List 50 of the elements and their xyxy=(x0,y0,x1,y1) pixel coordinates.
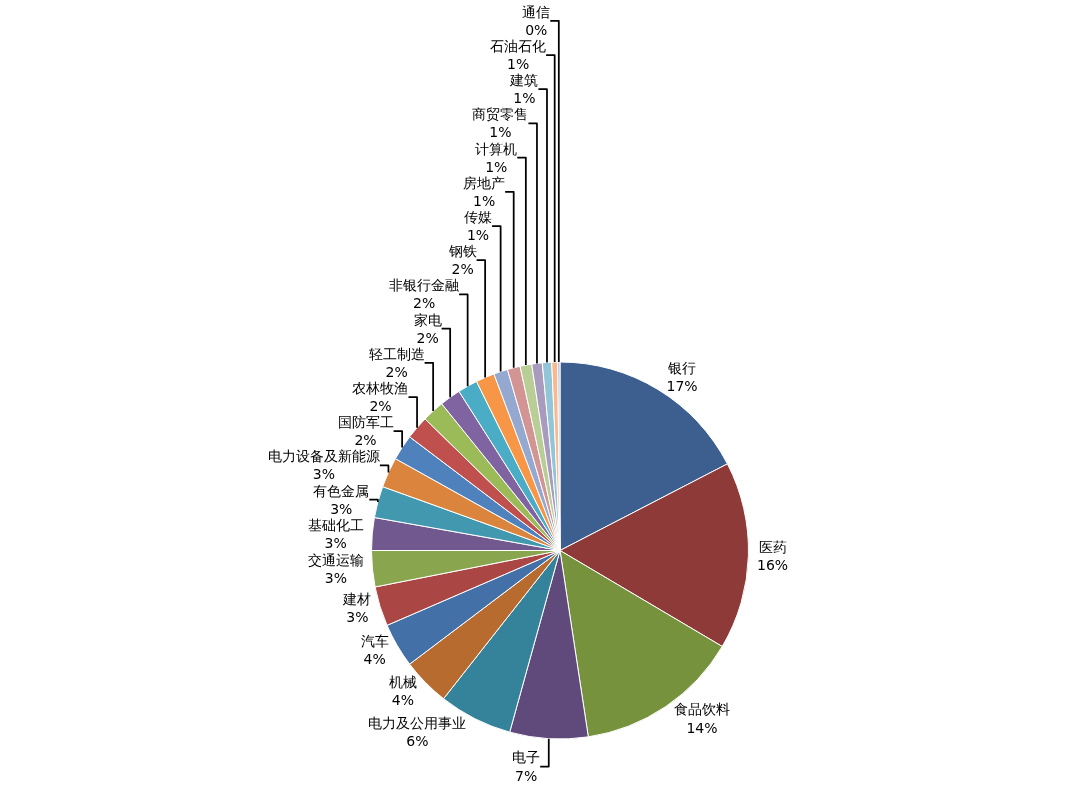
data-label: 17% xyxy=(666,378,698,395)
slice-label: 家电 xyxy=(413,311,442,328)
slice-label: 商贸零售 xyxy=(472,106,529,123)
data-label: 1% xyxy=(473,192,496,209)
data-label: 1% xyxy=(507,56,530,73)
slice-label: 通信 xyxy=(522,3,551,20)
data-label: 0% xyxy=(525,21,548,38)
slice-label: 食品饮料 xyxy=(674,701,731,718)
slice-label: 房地产 xyxy=(463,174,506,191)
slice-label: 电力设备及新能源 xyxy=(267,448,380,465)
data-label: 2% xyxy=(451,261,474,278)
data-label: 2% xyxy=(412,295,436,312)
slice-label: 建筑 xyxy=(509,72,539,89)
data-label: 3% xyxy=(346,609,369,626)
data-label: 7% xyxy=(515,767,538,784)
slice-label: 交通运输 xyxy=(307,551,364,568)
slice-label: 机械 xyxy=(388,673,417,690)
data-label: 1% xyxy=(489,124,512,141)
slice-label: 电子 xyxy=(512,749,541,766)
slice-label: 非银行金融 xyxy=(389,277,460,294)
slice-label: 电力及公用事业 xyxy=(368,715,467,732)
data-label: 1% xyxy=(513,90,536,107)
data-label: 4% xyxy=(363,650,386,667)
data-label: 1% xyxy=(485,158,508,175)
slice-label: 银行 xyxy=(667,359,697,376)
slice-label: 农林牧渔 xyxy=(352,379,409,396)
slice-label: 汽车 xyxy=(360,632,389,649)
data-label: 3% xyxy=(312,466,335,483)
slice-label: 石油石化 xyxy=(490,37,547,54)
slice-label: 钢铁 xyxy=(447,243,477,260)
data-label: 14% xyxy=(686,719,718,736)
data-label: 2% xyxy=(354,432,377,449)
slice-label: 医药 xyxy=(758,538,787,555)
slice-label: 国防军工 xyxy=(337,414,394,431)
data-label: 6% xyxy=(406,733,429,750)
data-label: 2% xyxy=(385,363,408,380)
data-label: 3% xyxy=(324,534,347,551)
data-label: 2% xyxy=(369,398,392,415)
slice-label: 有色金属 xyxy=(313,482,370,499)
data-label: 4% xyxy=(391,692,415,709)
data-label: 16% xyxy=(756,556,789,573)
slice-label: 基础化工 xyxy=(307,516,364,533)
data-label: 1% xyxy=(466,227,490,244)
slice-label: 传媒 xyxy=(464,208,493,225)
data-label: 3% xyxy=(324,570,347,587)
slice-label: 计算机 xyxy=(475,140,518,157)
slice-label: 建材 xyxy=(342,590,372,607)
data-label: 3% xyxy=(330,500,353,517)
slice-label: 轻工制造 xyxy=(368,345,425,362)
data-label: 2% xyxy=(416,329,439,346)
